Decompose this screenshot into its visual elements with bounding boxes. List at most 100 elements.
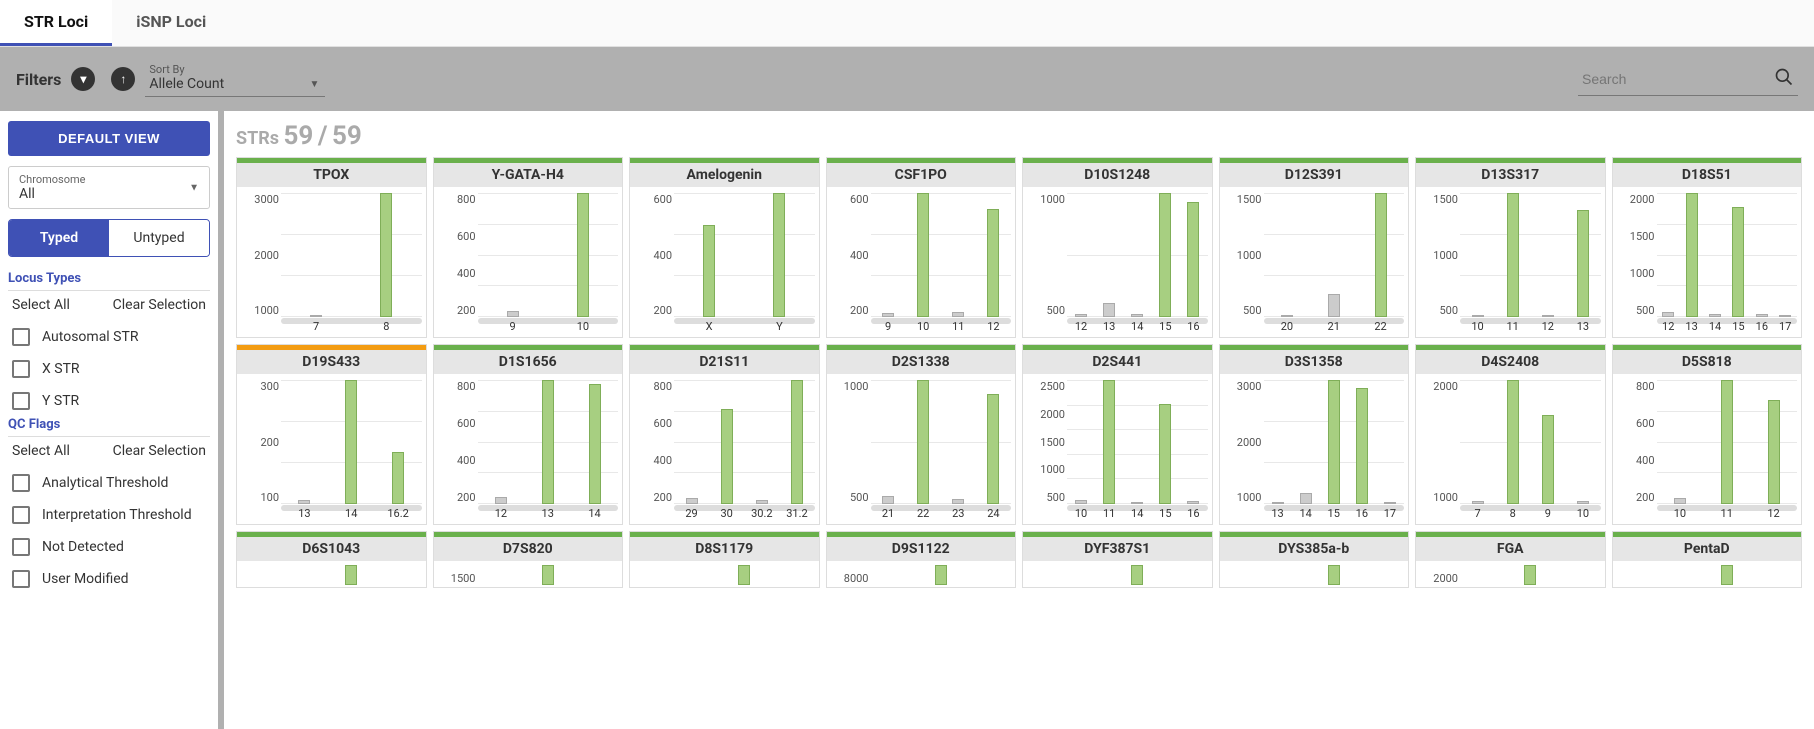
allele-bar[interactable]: 15 — [1159, 404, 1171, 504]
locus-card[interactable]: D5S818200400600800101112 — [1612, 344, 1803, 525]
qc-clear-selection[interactable]: Clear Selection — [113, 443, 206, 459]
locus-type-item[interactable]: Autosomal STR — [8, 321, 210, 353]
allele-bar[interactable]: 14 — [1131, 502, 1143, 504]
locus-card[interactable]: D4S24081000200078910 — [1415, 344, 1606, 525]
locus-card[interactable]: D2S1338500100021222324 — [826, 344, 1017, 525]
allele-bar[interactable]: 10 — [577, 193, 589, 317]
chromosome-select[interactable]: Chromosome All ▼ — [8, 166, 210, 209]
sort-by-select[interactable]: Sort By Allele Count ▼ — [145, 61, 325, 97]
locus-card[interactable]: D21S11200400600800293030.231.2 — [629, 344, 820, 525]
allele-bar[interactable]: 10 — [1577, 501, 1589, 504]
untyped-button[interactable]: Untyped — [109, 220, 209, 256]
locus-card[interactable]: TPOX10002000300078 — [236, 157, 427, 338]
allele-bar[interactable] — [1131, 565, 1143, 585]
locus-type-item[interactable]: Y STR — [8, 385, 210, 417]
allele-bar[interactable]: 14 — [345, 380, 357, 504]
search-field[interactable] — [1578, 63, 1798, 96]
locus-card[interactable]: Amelogenin200400600XY — [629, 157, 820, 338]
locus-card[interactable]: CSF1PO2004006009101112 — [826, 157, 1017, 338]
allele-bar[interactable]: 12 — [495, 497, 507, 504]
allele-bar[interactable]: 12 — [1768, 400, 1780, 504]
allele-bar[interactable]: 11 — [1721, 380, 1733, 504]
default-view-button[interactable]: DEFAULT VIEW — [8, 121, 210, 156]
allele-bar[interactable]: 9 — [1542, 415, 1554, 504]
allele-bar[interactable]: 11 — [1103, 380, 1115, 504]
allele-bar[interactable]: 16.2 — [392, 452, 404, 504]
allele-bar[interactable]: 10 — [1472, 315, 1484, 317]
allele-bar[interactable]: 21 — [1328, 294, 1340, 317]
qc-flag-item[interactable]: Interpretation Threshold — [8, 499, 210, 531]
allele-bar[interactable]: 12 — [1662, 312, 1674, 317]
locus-card[interactable]: D9S11228000 — [826, 531, 1017, 588]
allele-bar[interactable] — [1721, 565, 1733, 585]
allele-bar[interactable]: 10 — [1674, 498, 1686, 504]
allele-bar[interactable]: 11 — [1507, 193, 1519, 317]
locus-card[interactable]: D3S13581000200030001314151617 — [1219, 344, 1410, 525]
allele-bar[interactable]: X — [703, 225, 715, 317]
allele-bar[interactable]: 17 — [1384, 502, 1396, 504]
allele-bar[interactable]: 14 — [589, 384, 601, 504]
locus-card[interactable]: D10S124850010001213141516 — [1022, 157, 1213, 338]
allele-bar[interactable]: 15 — [1328, 380, 1340, 504]
locus-card[interactable]: D12S39150010001500202122 — [1219, 157, 1410, 338]
allele-bar[interactable]: 13 — [1686, 193, 1698, 317]
locus-card[interactable]: D1S1656200400600800121314 — [433, 344, 624, 525]
allele-bar[interactable]: 21 — [882, 496, 894, 504]
locus-clear-selection[interactable]: Clear Selection — [113, 297, 206, 313]
allele-bar[interactable]: 22 — [917, 380, 929, 504]
allele-bar[interactable]: Y — [773, 193, 785, 317]
allele-bar[interactable]: 16 — [1187, 501, 1199, 504]
filters-toggle[interactable]: Filters ▾ — [16, 67, 95, 91]
allele-bar[interactable]: 12 — [987, 209, 999, 318]
qc-flag-item[interactable]: Not Detected — [8, 531, 210, 563]
allele-bar[interactable]: 16 — [1356, 388, 1368, 504]
allele-bar[interactable]: 14 — [1131, 314, 1143, 317]
allele-bar[interactable]: 23 — [952, 499, 964, 504]
allele-bar[interactable]: 13 — [298, 500, 310, 504]
search-input[interactable] — [1582, 71, 1766, 87]
allele-bar[interactable]: 7 — [310, 315, 322, 317]
allele-bar[interactable]: 8 — [380, 193, 392, 317]
allele-bar[interactable]: 30.2 — [756, 500, 768, 504]
qc-flag-item[interactable]: Analytical Threshold — [8, 467, 210, 499]
allele-bar[interactable]: 14 — [1709, 314, 1721, 317]
allele-bar[interactable] — [542, 565, 554, 585]
allele-bar[interactable]: 16 — [1756, 314, 1768, 317]
allele-bar[interactable]: 11 — [952, 312, 964, 317]
allele-bar[interactable]: 24 — [987, 394, 999, 504]
tab-str-loci[interactable]: STR Loci — [0, 0, 112, 46]
allele-bar[interactable]: 12 — [1542, 315, 1554, 317]
locus-card[interactable]: D19S433100200300131416.2 — [236, 344, 427, 525]
allele-bar[interactable]: 31.2 — [791, 380, 803, 504]
allele-bar[interactable]: 12 — [1075, 314, 1087, 317]
allele-bar[interactable]: 13 — [1272, 502, 1284, 504]
locus-card[interactable]: Y-GATA-H4200400600800910 — [433, 157, 624, 338]
allele-bar[interactable]: 30 — [721, 409, 733, 504]
locus-select-all[interactable]: Select All — [12, 297, 70, 313]
locus-card[interactable]: D13S3175001000150010111213 — [1415, 157, 1606, 338]
allele-bar[interactable]: 8 — [1507, 380, 1519, 504]
qc-select-all[interactable]: Select All — [12, 443, 70, 459]
allele-bar[interactable]: 13 — [1577, 210, 1589, 317]
locus-card[interactable]: FGA2000 — [1415, 531, 1606, 588]
locus-card[interactable]: D7S8201500 — [433, 531, 624, 588]
allele-bar[interactable]: 15 — [1732, 207, 1744, 317]
typed-button[interactable]: Typed — [9, 220, 109, 256]
sort-direction-icon[interactable]: ↑ — [111, 67, 135, 91]
tab-isnp-loci[interactable]: iSNP Loci — [112, 0, 230, 46]
locus-type-item[interactable]: X STR — [8, 353, 210, 385]
allele-bar[interactable]: 7 — [1472, 501, 1484, 504]
allele-bar[interactable] — [1328, 565, 1340, 585]
allele-bar[interactable]: 16 — [1187, 202, 1199, 317]
locus-card[interactable]: DYS385a-b — [1219, 531, 1410, 588]
locus-card[interactable]: PentaD — [1612, 531, 1803, 588]
allele-bar[interactable]: 14 — [1300, 493, 1312, 504]
allele-bar[interactable]: 9 — [507, 311, 519, 317]
allele-bar[interactable] — [345, 565, 357, 585]
locus-card[interactable]: D6S1043 — [236, 531, 427, 588]
allele-bar[interactable]: 20 — [1281, 315, 1293, 317]
allele-bar[interactable] — [738, 565, 750, 585]
allele-bar[interactable]: 15 — [1159, 193, 1171, 317]
qc-flag-item[interactable]: User Modified — [8, 563, 210, 595]
allele-bar[interactable]: 17 — [1779, 315, 1791, 317]
